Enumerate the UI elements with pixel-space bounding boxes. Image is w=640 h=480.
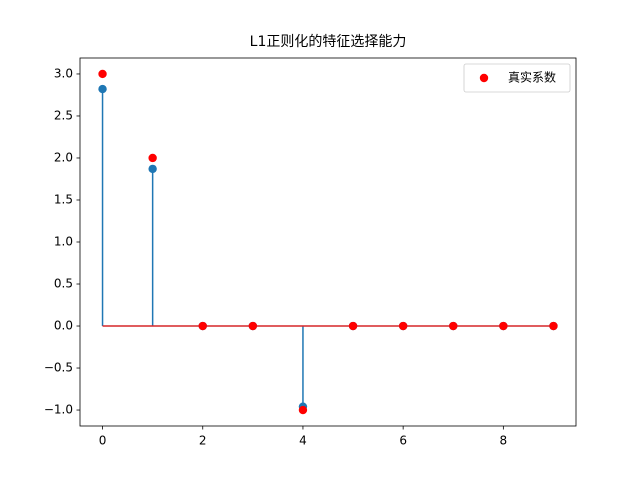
y-tick-label: −0.5	[44, 361, 73, 375]
scatter-point	[298, 405, 308, 415]
scatter-point	[198, 321, 207, 331]
legend-marker	[479, 73, 489, 83]
legend-box	[463, 63, 571, 93]
x-tick-label: 0	[99, 434, 107, 448]
scatter-point	[449, 321, 458, 331]
y-tick-label: 3.0	[54, 66, 73, 80]
y-tick-label: 2.5	[54, 108, 73, 122]
scatter-point	[499, 321, 508, 331]
y-tick-label: 0.5	[54, 277, 73, 291]
stem-marker	[148, 164, 157, 174]
scatter-point	[98, 69, 107, 79]
y-tick-label: 2.0	[54, 150, 73, 164]
x-tick-label: 8	[500, 434, 508, 448]
scatter-point	[148, 153, 157, 163]
scatter-point	[549, 321, 558, 331]
scatter-point	[398, 321, 408, 331]
scatter-point	[348, 321, 358, 331]
plot-frame	[79, 57, 577, 427]
y-tick-label: 0.0	[54, 319, 73, 333]
stem-marker	[98, 84, 107, 94]
y-tick-label: 1.0	[54, 235, 73, 249]
x-tick-label: 6	[399, 434, 407, 448]
chart-title: L1正则化的特征选择能力	[250, 34, 407, 50]
x-tick-label: 4	[299, 434, 307, 448]
x-tick-label: 2	[199, 434, 207, 448]
legend-label: 真实系数	[508, 70, 556, 85]
scatter-point	[248, 321, 258, 331]
y-tick-label: −1.0	[44, 403, 73, 417]
y-tick-label: 1.5	[54, 192, 73, 206]
